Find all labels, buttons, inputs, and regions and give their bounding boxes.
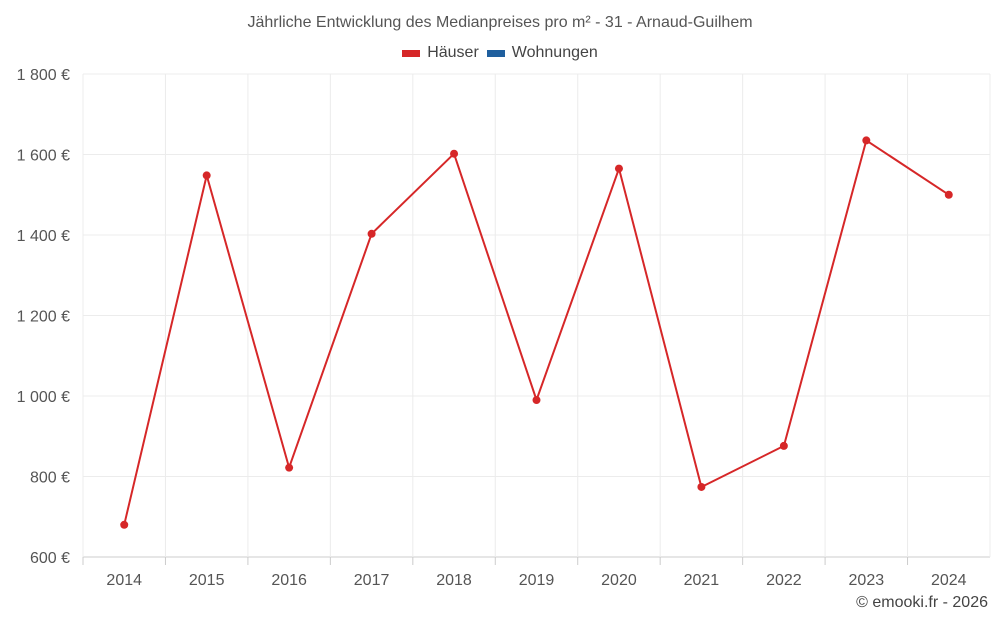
data-point[interactable] — [367, 229, 376, 238]
x-tick-label: 2023 — [849, 572, 885, 589]
x-tick-label: 2016 — [271, 572, 307, 589]
y-tick-label: 1 000 € — [17, 389, 70, 406]
data-point[interactable] — [450, 149, 459, 158]
data-point[interactable] — [120, 520, 129, 529]
x-tick-label: 2024 — [931, 572, 967, 589]
x-tick-label: 2019 — [519, 572, 555, 589]
y-tick-label: 1 600 € — [17, 148, 70, 165]
data-point[interactable] — [285, 463, 294, 472]
x-tick-label: 2017 — [354, 572, 390, 589]
data-point[interactable] — [614, 164, 623, 173]
data-point[interactable] — [779, 441, 788, 450]
data-point[interactable] — [532, 396, 541, 405]
y-tick-label: 1 200 € — [17, 309, 70, 326]
data-point[interactable] — [862, 136, 871, 145]
x-tick-label: 2018 — [436, 572, 472, 589]
x-tick-label: 2020 — [601, 572, 637, 589]
y-tick-label: 600 € — [30, 550, 70, 567]
legend-swatch-haeuser — [402, 49, 421, 57]
y-tick-label: 800 € — [30, 470, 70, 487]
legend-item-haeuser[interactable]: Häuser — [402, 44, 479, 62]
x-tick-label: 2014 — [106, 572, 142, 589]
data-point[interactable] — [697, 482, 706, 491]
credit-text: © emooki.fr - 2026 — [856, 594, 988, 611]
x-tick-label: 2022 — [766, 572, 802, 589]
data-point[interactable] — [202, 171, 211, 180]
y-tick-label: 1 800 € — [17, 67, 70, 84]
x-tick-label: 2021 — [684, 572, 720, 589]
y-tick-label: 1 400 € — [17, 228, 70, 245]
legend-label-haeuser: Häuser — [427, 44, 479, 61]
legend: Häuser Wohnungen — [0, 44, 1000, 62]
legend-label-wohnungen: Wohnungen — [511, 44, 598, 61]
x-tick-label: 2015 — [189, 572, 225, 589]
legend-item-wohnungen[interactable]: Wohnungen — [486, 44, 598, 62]
legend-swatch-wohnungen — [486, 49, 505, 57]
chart-title: Jährliche Entwicklung des Medianpreises … — [247, 14, 753, 31]
data-point[interactable] — [944, 190, 953, 199]
